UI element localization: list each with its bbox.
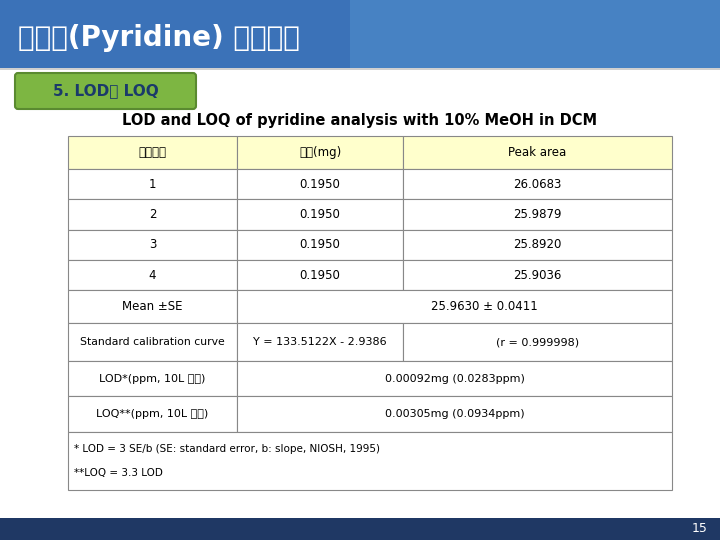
Text: 26.0683: 26.0683: [513, 178, 562, 191]
Text: 0.00305mg (0.0934ppm): 0.00305mg (0.0934ppm): [384, 409, 524, 419]
Bar: [237, 169, 403, 199]
Text: (r = 0.999998): (r = 0.999998): [496, 337, 579, 347]
Bar: [0, 68, 720, 70]
Bar: [403, 136, 672, 169]
Bar: [68, 290, 237, 323]
Text: 2: 2: [149, 208, 156, 221]
Bar: [68, 432, 672, 490]
FancyBboxPatch shape: [15, 73, 196, 109]
Text: Peak area: Peak area: [508, 146, 567, 159]
Text: 피리딘(Pyridine) 분석방법: 피리딘(Pyridine) 분석방법: [18, 24, 300, 52]
Bar: [403, 230, 672, 260]
Text: Mean ±SE: Mean ±SE: [122, 300, 183, 313]
Bar: [237, 323, 403, 361]
Bar: [68, 199, 237, 230]
Bar: [68, 396, 237, 432]
Bar: [68, 230, 237, 260]
Text: LOD*(ppm, 10L 기준): LOD*(ppm, 10L 기준): [99, 374, 206, 384]
Text: Standard calibration curve: Standard calibration curve: [80, 337, 225, 347]
Text: 0.1950: 0.1950: [300, 208, 341, 221]
Bar: [403, 323, 672, 361]
Text: 25.8920: 25.8920: [513, 238, 562, 251]
Bar: [403, 199, 672, 230]
Bar: [68, 361, 237, 396]
Text: Y = 133.5122X - 2.9386: Y = 133.5122X - 2.9386: [253, 337, 387, 347]
Text: 25.9879: 25.9879: [513, 208, 562, 221]
Bar: [237, 396, 672, 432]
Text: 0.1950: 0.1950: [300, 238, 341, 251]
Text: 농도(mg): 농도(mg): [299, 146, 341, 159]
Bar: [68, 136, 237, 169]
Text: **LOQ = 3.3 LOD: **LOQ = 3.3 LOD: [74, 468, 163, 477]
Text: 25.9036: 25.9036: [513, 268, 562, 281]
Bar: [68, 323, 237, 361]
Bar: [403, 169, 672, 199]
Text: * LOD = 3 SE/b (SE: standard error, b: slope, NIOSH, 1995): * LOD = 3 SE/b (SE: standard error, b: s…: [74, 444, 380, 454]
Text: 25.9630 ± 0.0411: 25.9630 ± 0.0411: [431, 300, 538, 313]
Bar: [237, 290, 672, 323]
Bar: [237, 199, 403, 230]
Text: 0.00092mg (0.0283ppm): 0.00092mg (0.0283ppm): [384, 374, 524, 384]
Bar: [237, 230, 403, 260]
Text: 4: 4: [149, 268, 156, 281]
Text: 3: 3: [149, 238, 156, 251]
Text: LOQ**(ppm, 10L 기준): LOQ**(ppm, 10L 기준): [96, 409, 209, 419]
Bar: [237, 136, 403, 169]
Text: LOD and LOQ of pyridine analysis with 10% MeOH in DCM: LOD and LOQ of pyridine analysis with 10…: [122, 112, 598, 127]
Bar: [68, 169, 237, 199]
Bar: [350, 0, 720, 68]
Bar: [237, 260, 403, 290]
Text: 측정횟수: 측정횟수: [138, 146, 166, 159]
Text: 5. LOD와 LOQ: 5. LOD와 LOQ: [53, 84, 158, 98]
Text: 0.1950: 0.1950: [300, 268, 341, 281]
Bar: [0, 518, 720, 540]
Bar: [68, 260, 237, 290]
Text: 1: 1: [149, 178, 156, 191]
Bar: [403, 260, 672, 290]
Bar: [237, 361, 672, 396]
Bar: [0, 0, 720, 68]
Text: 0.1950: 0.1950: [300, 178, 341, 191]
Text: 15: 15: [692, 523, 708, 536]
